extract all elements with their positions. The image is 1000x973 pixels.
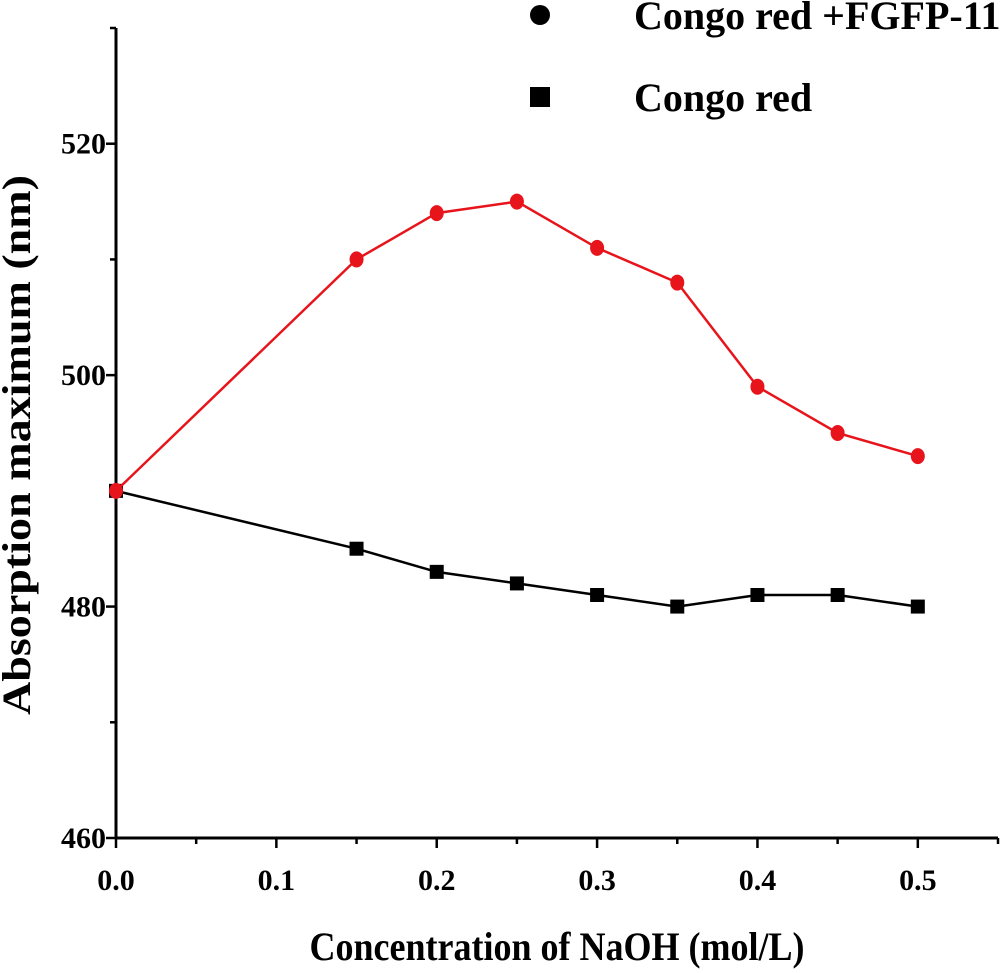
data-point <box>429 205 444 222</box>
y-axis-title: Absorption maximum (nm) <box>0 175 39 715</box>
data-point <box>429 564 444 579</box>
x-tick-label: 0.4 <box>739 864 777 897</box>
series-layer <box>109 193 925 614</box>
series-line <box>115 200 919 492</box>
data-point <box>830 425 845 441</box>
y-tick-labels: 460 480 500 520 <box>61 128 106 855</box>
data-point <box>910 448 925 465</box>
series-congo-red-fgfp-11 <box>109 193 925 499</box>
x-tick-labels: 0.0 0.1 0.2 0.3 0.4 0.5 <box>97 864 936 897</box>
data-point <box>750 378 765 395</box>
data-point <box>830 588 845 602</box>
data-point <box>670 274 685 291</box>
legend-entry: Congo red +FGFP-11 <box>530 0 1000 38</box>
data-point <box>109 482 123 499</box>
data-point <box>509 193 524 210</box>
data-point <box>509 576 524 591</box>
y-tick-label: 480 <box>61 591 106 624</box>
data-point <box>670 599 685 614</box>
x-ticks <box>114 838 1000 848</box>
legend: Congo red +FGFP-11 Congo red <box>530 0 1000 120</box>
x-tick-label: 0.0 <box>97 864 135 897</box>
data-point <box>349 541 364 556</box>
x-tick-label: 0.3 <box>578 864 616 897</box>
x-axis-title: Concentration of NaOH (mol/L) <box>310 924 805 969</box>
x-tick-label: 0.2 <box>418 864 456 897</box>
data-point <box>590 239 605 256</box>
y-tick-label: 460 <box>61 822 106 855</box>
legend-circle-marker <box>530 5 550 25</box>
legend-entry: Congo red <box>530 75 812 120</box>
axes <box>114 28 998 840</box>
legend-label: Congo red <box>634 75 812 120</box>
legend-label: Congo red +FGFP-11 <box>634 0 1000 38</box>
series-congo-red <box>109 483 925 614</box>
x-tick-label: 0.5 <box>899 864 937 897</box>
x-tick-label: 0.1 <box>258 864 296 897</box>
y-tick-label: 500 <box>61 359 106 392</box>
data-point <box>750 588 765 602</box>
y-tick-label: 520 <box>61 128 106 161</box>
data-point <box>349 251 364 268</box>
data-point <box>910 599 925 614</box>
legend-square-marker <box>530 87 550 107</box>
data-point <box>590 588 605 602</box>
